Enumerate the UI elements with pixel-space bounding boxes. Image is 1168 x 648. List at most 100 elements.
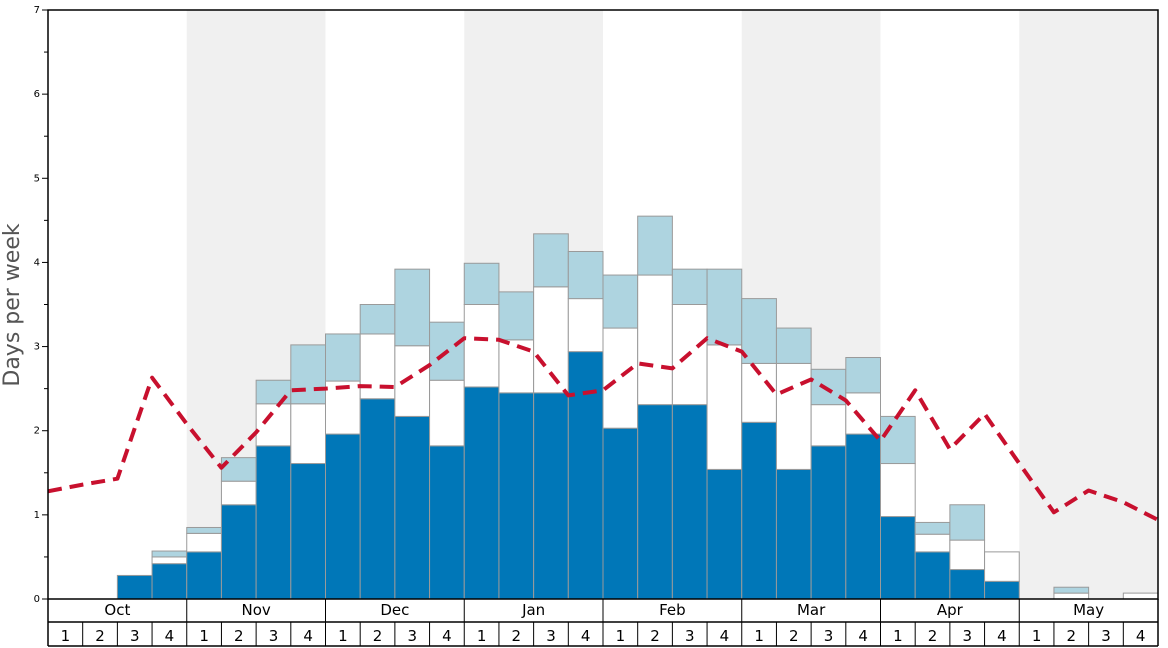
y-tick-label: 0 — [34, 594, 40, 605]
week-label: 2 — [373, 627, 383, 645]
week-label: 4 — [997, 627, 1007, 645]
bar-segment-1 — [429, 445, 465, 600]
month-label: Dec — [380, 601, 409, 619]
bar-segment-2 — [949, 539, 986, 571]
bar-segment-3 — [567, 250, 604, 300]
week-label: 1 — [1032, 627, 1042, 645]
bar-segment-2 — [186, 532, 222, 553]
bar-segment-2 — [775, 362, 812, 470]
bar-segment-3 — [498, 291, 535, 341]
bar-segment-3 — [775, 327, 812, 364]
bar-segment-3 — [290, 344, 326, 405]
bar-segment-1 — [914, 551, 951, 600]
bar-segment-2 — [325, 380, 361, 435]
week-label: 3 — [407, 627, 417, 645]
bar-segment-2 — [880, 463, 916, 518]
bar-segment-2 — [394, 345, 431, 417]
week-label: 3 — [824, 627, 834, 645]
week-label: 4 — [581, 627, 591, 645]
week-label: 1 — [754, 627, 764, 645]
week-label: 3 — [685, 627, 695, 645]
y-tick-label: 6 — [34, 89, 40, 100]
week-label: 4 — [442, 627, 452, 645]
bar-segment-1 — [810, 445, 847, 600]
week-label: 4 — [303, 627, 313, 645]
week-label: 2 — [512, 627, 522, 645]
month-label: May — [1073, 601, 1104, 619]
week-label: 4 — [1136, 627, 1146, 645]
week-label: 3 — [269, 627, 279, 645]
bar-segment-3 — [359, 304, 396, 335]
y-tick-label: 1 — [34, 510, 40, 521]
bar-segment-1 — [255, 445, 292, 600]
bar-segment-3 — [186, 526, 222, 534]
bar-segment-1 — [567, 351, 604, 600]
bar-segment-2 — [914, 533, 951, 553]
bar-segment-1 — [325, 433, 361, 600]
y-tick-label: 7 — [34, 5, 40, 16]
bar-segment-1 — [602, 427, 639, 600]
week-label: 3 — [962, 627, 972, 645]
y-tick-label: 2 — [34, 426, 40, 437]
bar-segment-1 — [880, 516, 916, 600]
week-label: 1 — [616, 627, 626, 645]
bar-segment-3 — [741, 298, 777, 364]
month-label: Jan — [521, 601, 545, 619]
bar-segment-3 — [394, 268, 431, 347]
bar-segment-3 — [463, 262, 500, 305]
bar-segment-3 — [1053, 586, 1090, 594]
bar-segment-3 — [880, 415, 916, 465]
bar-segment-2 — [602, 327, 639, 429]
bar-segment-2 — [984, 551, 1020, 582]
bar-segment-3 — [845, 357, 881, 394]
week-label: 3 — [546, 627, 556, 645]
month-label: Nov — [241, 601, 270, 619]
bar-segment-3 — [255, 379, 292, 405]
bar-segment-2 — [429, 379, 465, 447]
bar-segment-2 — [151, 556, 188, 565]
bar-segment-2 — [255, 403, 292, 447]
trend-line — [48, 336, 1158, 522]
week-label: 2 — [650, 627, 660, 645]
bar-segment-1 — [498, 392, 535, 600]
bar-segment-1 — [533, 392, 569, 600]
bar-segment-1 — [116, 574, 153, 600]
week-label: 1 — [338, 627, 348, 645]
bar-segment-2 — [463, 304, 500, 388]
bar-segment-3 — [914, 521, 951, 535]
week-label: 4 — [720, 627, 730, 645]
week-label: 4 — [858, 627, 868, 645]
bar-segment-1 — [151, 563, 188, 600]
bar-segment-1 — [706, 468, 743, 600]
bar-segment-2 — [810, 404, 847, 447]
bar-segment-3 — [533, 233, 569, 288]
month-band — [1019, 10, 1158, 599]
week-label: 2 — [234, 627, 244, 645]
bar-segment-1 — [637, 404, 673, 600]
bar-segment-3 — [637, 215, 673, 276]
bar-segment-1 — [984, 580, 1020, 600]
y-tick-label: 4 — [34, 257, 40, 268]
month-label: Feb — [659, 601, 686, 619]
bar-segment-1 — [845, 433, 881, 600]
bar-segment-3 — [949, 504, 986, 541]
bar-segment-2 — [845, 392, 881, 435]
bar-segment-3 — [671, 268, 708, 306]
month-label: Apr — [937, 601, 964, 619]
bar-segment-2 — [533, 286, 569, 394]
bar-segment-2 — [290, 403, 326, 465]
bar-segment-2 — [1053, 592, 1090, 600]
week-label: 2 — [1067, 627, 1077, 645]
bar-segment-1 — [220, 504, 257, 600]
bar-segment-1 — [671, 404, 708, 600]
bar-segment-2 — [637, 274, 673, 406]
bar-segment-1 — [359, 398, 396, 600]
week-label: 4 — [165, 627, 175, 645]
week-label: 1 — [199, 627, 209, 645]
bar-segment-2 — [220, 480, 257, 506]
y-axis-ticks: 0 1 2 3 4 5 6 7 — [34, 5, 48, 605]
x-axis: Oct Nov Dec Jan Feb Mar Apr May 1 2 3 4 1 2 3 4 1 2 3 4 1 2 3 4… — [47, 599, 1159, 647]
trend-line-layer — [48, 336, 1158, 522]
month-label: Oct — [104, 601, 130, 619]
